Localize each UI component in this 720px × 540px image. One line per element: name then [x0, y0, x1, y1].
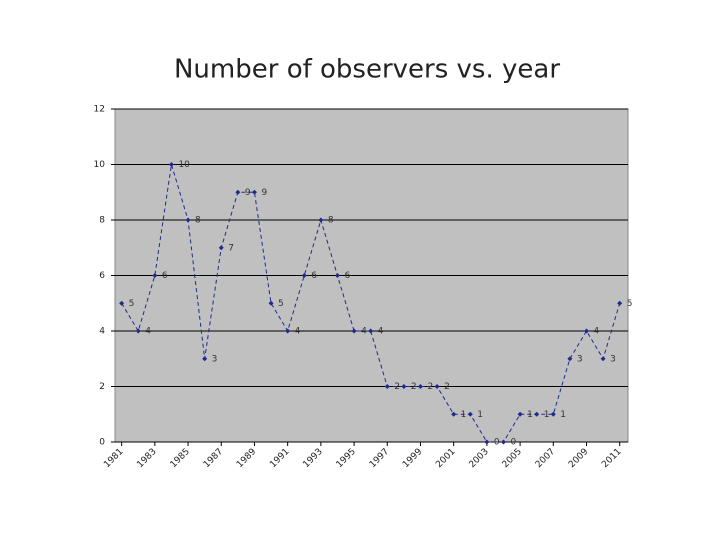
data-point	[384, 384, 390, 389]
data-point	[467, 411, 473, 417]
x-tick-label: 1991	[268, 447, 291, 470]
data-point	[484, 439, 490, 445]
data-label: 8	[328, 216, 334, 226]
y-tick-label: 2	[99, 382, 105, 392]
x-tick-label: 2007	[534, 447, 557, 470]
x-tick-label: 2003	[468, 447, 491, 470]
data-label: 5	[278, 299, 284, 309]
data-point	[351, 328, 357, 334]
data-point	[500, 439, 506, 445]
data-label: 4	[361, 327, 367, 337]
data-label: 6	[344, 271, 350, 281]
data-point	[550, 411, 556, 417]
data-label: 4	[295, 327, 301, 337]
data-point	[567, 356, 573, 362]
data-point	[451, 411, 457, 417]
x-tick-label: 1987	[202, 447, 225, 470]
data-label: 3	[610, 354, 616, 364]
data-label: 3	[577, 354, 583, 364]
x-tick-label: 1993	[301, 447, 324, 470]
y-tick-label: 8	[99, 216, 105, 226]
data-point	[318, 217, 324, 223]
data-point	[168, 162, 174, 167]
data-label: 1	[461, 410, 467, 420]
data-label: 1	[527, 410, 533, 420]
data-label: 2	[394, 382, 400, 392]
data-label: 1	[544, 410, 550, 420]
y-tick-label: 0	[99, 438, 105, 448]
chart-title: Number of observers vs. year	[174, 55, 560, 85]
x-tick-label: 2005	[501, 447, 524, 470]
data-point	[368, 328, 374, 334]
x-tick-label: 1985	[169, 447, 192, 470]
x-tick-label: 1981	[102, 447, 125, 470]
data-point	[268, 300, 274, 306]
x-tick-label: 2011	[600, 447, 623, 470]
data-point	[135, 328, 141, 334]
data-label: 9	[261, 188, 267, 198]
data-point	[401, 384, 407, 389]
data-label: 1	[560, 410, 566, 420]
data-label: 6	[162, 271, 168, 281]
data-label: 0	[494, 438, 500, 448]
data-point	[534, 411, 540, 417]
data-point	[202, 356, 208, 362]
data-point	[583, 328, 589, 334]
data-label: 10	[178, 160, 190, 170]
data-label: 9	[245, 188, 251, 198]
y-tick-label: 12	[94, 105, 105, 115]
data-point	[218, 245, 224, 251]
data-point	[434, 384, 440, 389]
y-tick-label: 6	[99, 271, 105, 281]
x-tick-label: 1989	[235, 447, 258, 470]
data-label: 5	[627, 299, 633, 309]
data-point	[119, 300, 125, 306]
data-label: 2	[427, 382, 433, 392]
data-point	[617, 300, 623, 306]
x-tick-label: 1995	[335, 447, 358, 470]
data-label: 4	[593, 327, 599, 337]
data-point	[600, 356, 606, 362]
y-tick-label: 10	[94, 160, 106, 170]
data-point	[185, 217, 191, 223]
x-tick-label: 1999	[401, 447, 424, 470]
data-label: 6	[311, 271, 317, 281]
data-point	[152, 273, 158, 278]
x-tick-label: 1997	[368, 447, 391, 470]
data-label: 7	[228, 243, 234, 253]
data-label: 1	[477, 410, 483, 420]
data-label: 8	[195, 216, 201, 226]
data-point	[251, 189, 257, 195]
data-label: 2	[411, 382, 417, 392]
data-point	[517, 411, 523, 417]
data-point	[235, 189, 241, 195]
x-tick-label: 2009	[567, 447, 590, 470]
data-point	[417, 384, 423, 389]
x-tick-label: 2001	[434, 447, 457, 470]
x-tick-label: 1983	[135, 447, 158, 470]
data-label: 4	[145, 327, 151, 337]
data-label: 2	[444, 382, 450, 392]
data-label: 3	[212, 354, 218, 364]
data-point	[285, 328, 291, 334]
data-point	[301, 273, 307, 278]
data-label: 5	[129, 299, 135, 309]
data-point	[334, 273, 340, 278]
data-label: 0	[510, 438, 516, 448]
y-tick-label: 4	[99, 327, 105, 337]
data-label: 4	[378, 327, 384, 337]
